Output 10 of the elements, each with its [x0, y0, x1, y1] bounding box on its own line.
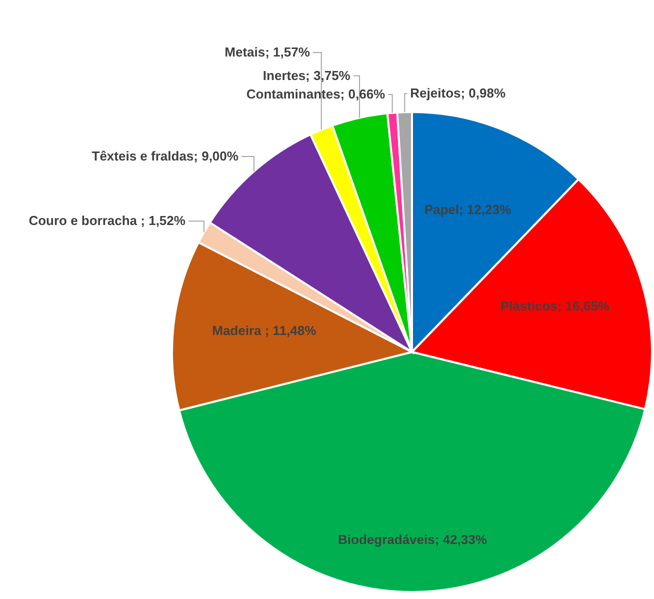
- slice-label: Rejeitos; 0,98%: [410, 86, 506, 101]
- slice-label: Biodegradáveis; 42,33%: [338, 532, 488, 547]
- slice-label: Papel; 12,23%: [424, 202, 512, 218]
- slice-label: Têxteis e fraldas; 9,00%: [92, 148, 239, 164]
- slice-label: Inertes; 3,75%: [262, 68, 351, 83]
- slice-label: Madeira ; 11,48%: [212, 323, 317, 338]
- slice-label: Metais; 1,57%: [224, 44, 310, 60]
- slice-label: Couro e borracha ; 1,52%: [28, 213, 186, 228]
- slice-label: Contaminantes; 0,66%: [246, 86, 386, 102]
- slice-label: Plásticos; 16,65%: [500, 298, 610, 314]
